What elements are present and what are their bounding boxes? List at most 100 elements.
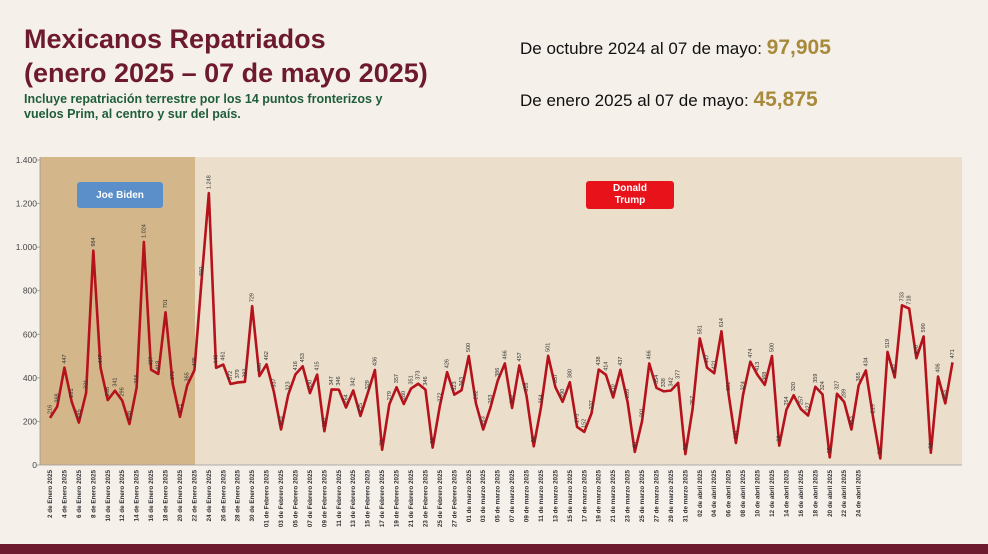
title-line: (enero 2025 – 07 de mayo 2025) [24,58,428,88]
x-tick-label: 09 de marzo 2025 [524,470,531,523]
x-tick-label: 24 de abril 2025 [856,470,863,517]
data-label: 289 [842,389,848,398]
y-tick-label: 1.400 [16,155,38,165]
data-label: 447 [704,354,710,363]
x-tick-label: 11 de Febrero 2025 [336,470,343,527]
data-label: 175 [575,414,581,423]
data-label: 356 [134,374,140,383]
x-tick-label: 25 de marzo 2025 [639,470,646,523]
x-tick-label: 23 de marzo 2025 [625,470,632,523]
data-label: 163 [278,416,284,425]
data-label: 70 [380,440,386,446]
data-label: 413 [755,362,761,371]
x-tick-label: 02 de abril 2025 [697,470,704,517]
x-tick-label: 05 de Febrero 2025 [292,470,299,528]
data-label: 262 [510,395,516,404]
data-label: 298 [105,387,111,396]
title: Mexicanos Repatriados (enero 2025 – 07 d… [24,22,428,90]
x-tick-label: 07 de marzo 2025 [509,470,516,523]
data-label: 434 [863,357,869,366]
data-label: 60 [632,442,638,448]
x-tick-label: 2 de Enero 2025 [47,470,54,518]
data-label: 152 [582,419,588,428]
data-label: 35 [827,447,833,453]
data-label: 380 [567,369,573,378]
data-label: 490 [914,345,920,354]
y-tick-label: 1.000 [16,242,38,252]
data-label: 237 [589,400,595,409]
x-tick-label: 18 de Enero 2025 [163,470,170,522]
data-label: 188 [127,411,133,420]
x-tick-label: 09 de Febrero 2025 [321,470,328,528]
data-label: 414 [603,362,609,371]
data-label: 614 [719,318,725,327]
data-label: 354 [654,375,660,384]
data-label: 291 [69,388,75,397]
data-label: 500 [769,343,775,352]
data-label: 219 [871,404,877,413]
data-label: 377 [676,370,682,379]
subtitle: Incluye repatriación terrestre por los 1… [24,92,382,122]
data-label: 80 [430,437,436,443]
data-label: 280 [401,391,407,400]
data-label: 347 [329,376,335,385]
data-label: 327 [834,381,840,390]
subtitle-line: vuelos Prim, al centro y sur del país. [24,107,241,121]
x-tick-label: 8 de Enero 2025 [90,470,97,518]
y-tick-label: 1.200 [16,199,38,209]
x-tick-label: 12 de Enero 2025 [119,470,126,522]
annotation: Joe Biden [77,182,163,208]
data-label: 342 [351,377,357,386]
x-tick-label: 18 de abril 2025 [812,470,819,517]
x-tick-label: 27 de marzo 2025 [653,470,660,523]
data-label: 30 [878,448,884,454]
data-label: 329 [365,380,371,389]
x-tick-label: 26 de Enero 2025 [220,470,227,522]
data-label: 500 [466,343,472,352]
x-tick-label: 08 de abril 2025 [740,470,747,517]
data-label: 56 [928,443,934,449]
data-label: 474 [748,349,754,358]
data-label: 446 [214,355,220,364]
data-label: 290 [560,389,566,398]
data-label: 89 [777,435,783,441]
x-tick-label: 4 de Enero 2025 [61,470,68,518]
biden-period [40,157,195,465]
data-label: 357 [394,374,400,383]
x-tick-label: 01 de Febrero 2025 [264,470,271,528]
stat-label: De enero 2025 al 07 de mayo: [520,91,749,110]
title-line: Mexicanos Repatriados [24,24,326,54]
x-tick-label: 01 de marzo 2025 [466,470,473,523]
stat: De octubre 2024 al 07 de mayo: 97,905 [520,36,831,60]
y-tick-label: 0 [32,460,37,470]
data-label: 263 [488,395,494,404]
data-label: 461 [221,351,227,360]
x-tick-label: 6 de Enero 2025 [76,470,83,518]
data-label: 436 [372,357,378,366]
data-label: 227 [806,402,812,411]
x-tick-label: 27 de Febrero 2025 [451,470,458,528]
x-tick-label: 21 de Febrero 2025 [408,470,415,528]
data-label: 372 [170,371,176,380]
stat-value: 97,905 [766,36,831,59]
subtitle-line: Incluye repatriación terrestre por los 1… [24,92,383,106]
data-label: 437 [618,357,624,366]
x-tick-label: 06 de abril 2025 [726,470,733,517]
x-tick-label: 15 de Febrero 2025 [365,470,372,528]
y-tick-label: 200 [23,416,37,426]
x-tick-label: 03 de marzo 2025 [480,470,487,523]
x-tick-label: 13 de marzo 2025 [552,470,559,523]
data-label: 416 [293,361,299,370]
data-label: 718 [907,295,913,304]
data-label: 984 [91,237,97,246]
stat: De enero 2025 al 07 de mayo: 45,875 [520,88,818,112]
data-label: 101 [733,430,739,439]
data-label: 501 [546,343,552,352]
data-label: 386 [495,368,501,377]
x-tick-label: 04 de abril 2025 [711,470,718,517]
data-label: 471 [950,349,956,358]
x-tick-label: 16 de abril 2025 [798,470,805,517]
x-tick-label: 20 de abril 2025 [827,470,834,517]
